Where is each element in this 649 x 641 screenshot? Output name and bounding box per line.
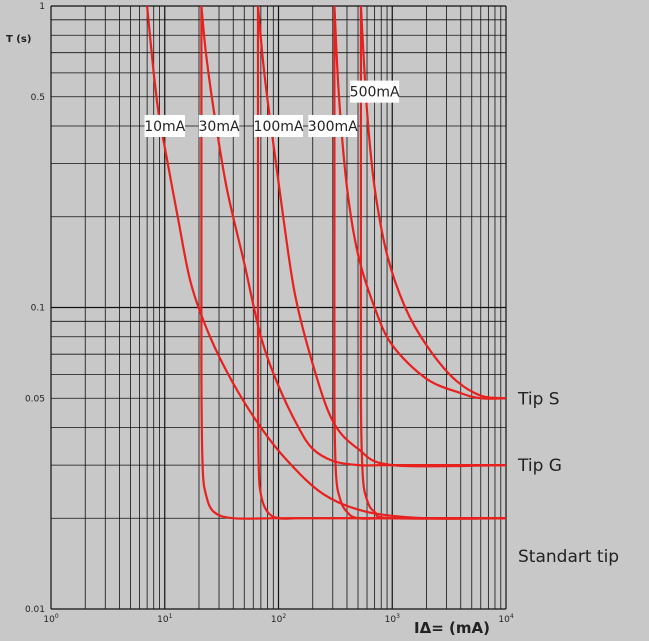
curve-500mA	[359, 5, 507, 400]
curve-label-100mA: 100mA	[254, 114, 304, 137]
x-tick-label: 103	[385, 613, 400, 625]
curve-label-text: 30mA	[199, 119, 240, 135]
y-tick-label: 0.01	[25, 605, 45, 615]
curve-label-10mA: 10mA	[144, 114, 186, 137]
y-tick-label: 0.05	[25, 394, 45, 404]
curve-label-box	[308, 114, 358, 137]
curve-label-box	[350, 80, 400, 103]
type-label: Tip S	[517, 389, 560, 409]
y-tick-label: 0.1	[31, 304, 45, 314]
curve-labels: 10mA 30mA 100mA 300mA 500mA	[144, 80, 400, 137]
x-tick-label: 101	[157, 613, 172, 625]
y-tick-label: 0.5	[31, 93, 45, 103]
curve-label-box	[144, 114, 185, 137]
curve-label-text: 100mA	[254, 119, 304, 135]
type-label: Tip G	[517, 456, 562, 476]
curve-100mA	[256, 5, 507, 468]
curve-label-text: 10mA	[144, 119, 185, 135]
y-tick-label: 1	[39, 2, 45, 12]
curve-label-30mA: 30mA	[198, 114, 240, 137]
curve-label-box	[254, 114, 303, 137]
y-axis-title: T (s)	[6, 34, 31, 45]
curve-label-text: 300mA	[308, 119, 358, 135]
curve-300mA	[333, 5, 506, 520]
type-labels: Tip S Tip G Standart tip	[517, 389, 619, 567]
curve-label-box	[198, 114, 240, 137]
curve-500mA	[359, 5, 507, 520]
type-label: Standart tip	[518, 547, 619, 567]
x-axis-title: IΔ= (mA)	[414, 619, 490, 637]
x-tick-label: 100	[43, 613, 58, 625]
curve-label-300mA: 300mA	[308, 114, 358, 137]
x-tick-label: 102	[271, 613, 286, 625]
x-tick-label: 104	[498, 613, 513, 625]
curve-100mA	[256, 5, 506, 520]
curve-label-500mA: 500mA	[350, 80, 400, 103]
curve-label-text: 500mA	[350, 85, 400, 101]
